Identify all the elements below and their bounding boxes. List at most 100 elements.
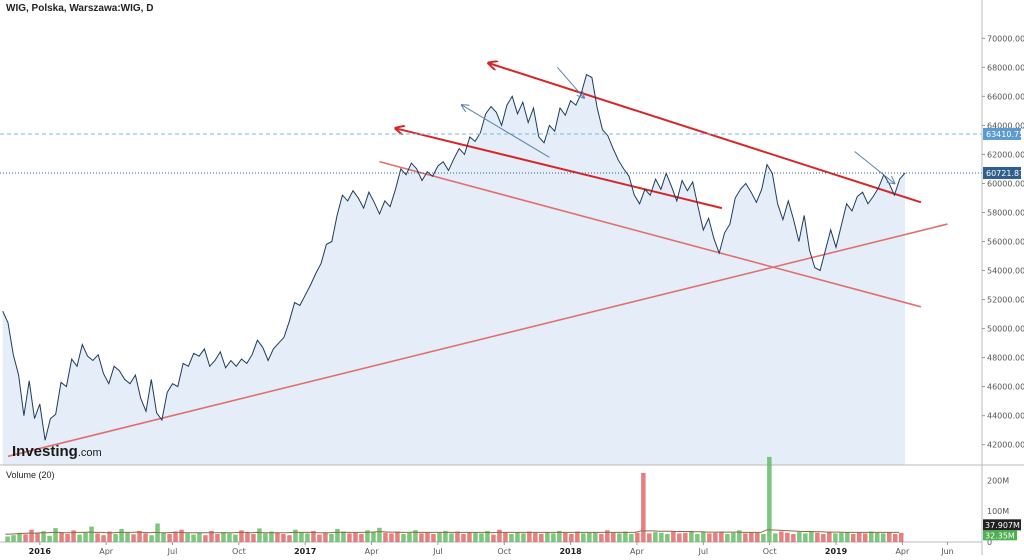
volume-bar	[275, 532, 280, 543]
volume-bar	[887, 532, 892, 542]
volume-bar	[17, 532, 22, 543]
volume-bar	[761, 534, 766, 542]
volume-bar	[593, 532, 598, 542]
volume-bar	[839, 532, 844, 543]
y-tick-label: 42000.00	[987, 441, 1024, 450]
y-tick-label: 54000.00	[987, 267, 1024, 276]
annotation-arrow-3	[854, 151, 895, 184]
volume-bar	[5, 536, 10, 542]
volume-bar	[629, 534, 634, 542]
price-badges: 63410.75 60721.87	[983, 127, 1024, 179]
volume-bar	[437, 532, 442, 543]
volume-bar	[713, 532, 718, 543]
volume-bar	[179, 529, 184, 542]
volume-bar	[707, 533, 712, 542]
volume-bar	[305, 533, 310, 542]
y-axis-ticks: 42000.00 44000.00 46000.00 48000.00 50000.00…	[982, 34, 1024, 450]
volume-bar	[395, 531, 400, 542]
volume-bar	[809, 530, 814, 542]
y-tick-label: 66000.00	[987, 92, 1024, 101]
volume-bar	[515, 532, 520, 542]
volume-bar	[113, 534, 118, 542]
x-tick-label: Apr	[365, 547, 380, 556]
volume-bar	[635, 532, 640, 543]
volume-bar	[371, 532, 376, 542]
volume-bar	[869, 531, 874, 542]
svg-text:Investing.com: Investing.com	[12, 443, 102, 460]
price-level-lines	[0, 133, 982, 174]
volume-ma-badge: 32.35M	[985, 531, 1015, 540]
x-tick-label: Apr	[99, 547, 114, 556]
y-tick-label: 58000.00	[987, 208, 1024, 217]
volume-bar	[623, 531, 628, 542]
volume-bar	[77, 534, 82, 542]
volume-bar	[221, 532, 226, 542]
volume-bar	[83, 532, 88, 543]
volume-bar	[311, 530, 316, 542]
volume-bar	[23, 534, 28, 542]
volume-bar	[59, 532, 64, 542]
volume-bar	[263, 533, 268, 542]
volume-bar	[521, 533, 526, 542]
y-tick-label: 48000.00	[987, 354, 1024, 363]
volume-bar	[455, 531, 460, 542]
volume-bar	[101, 535, 106, 542]
volume-bar	[749, 532, 754, 542]
volume-bar	[617, 533, 622, 542]
volume-bar	[443, 530, 448, 542]
y-tick-label: 56000.00	[987, 238, 1024, 247]
x-tick-label: Jul	[697, 547, 708, 556]
volume-bar	[473, 532, 478, 543]
volume-bar	[65, 534, 70, 542]
volume-bar	[689, 530, 694, 542]
volume-bar	[407, 532, 412, 543]
volume-bar	[587, 532, 592, 543]
trendline-3	[379, 160, 922, 308]
volume-bar	[137, 530, 142, 542]
volume-bar	[125, 532, 130, 543]
volume-bar	[797, 532, 802, 542]
volume-bar	[497, 529, 502, 542]
x-axis-ticks: 2016 Apr Jul Oct 2017 Apr Jul Oct 2018 Apr Jul Oct 2…	[29, 542, 954, 556]
volume-bar	[731, 532, 736, 543]
volume-bar	[893, 534, 898, 542]
annotation-arrows	[462, 67, 895, 183]
volume-bar	[329, 534, 334, 542]
volume-bar	[773, 533, 778, 542]
volume-bar	[425, 532, 430, 542]
volume-bar	[269, 531, 274, 542]
volume-bar	[251, 534, 256, 542]
volume-tick-label: 100M	[987, 507, 1009, 516]
volume-bar	[197, 532, 202, 543]
x-tick-label: Apr	[895, 547, 910, 556]
volume-bar	[785, 532, 790, 543]
volume-ma-line	[5, 529, 899, 535]
volume-bar	[899, 532, 904, 543]
x-tick-label: Jun	[940, 547, 954, 556]
volume-bar	[599, 534, 604, 542]
volume-bar	[149, 535, 154, 542]
volume-bar	[827, 531, 832, 542]
volume-bar	[551, 533, 556, 542]
volume-bar	[143, 533, 148, 542]
trendlines	[7, 63, 948, 458]
volume-bar	[791, 534, 796, 542]
x-tick-label: Jul	[167, 547, 178, 556]
volume-bar	[41, 531, 46, 542]
x-tick-label: Oct	[763, 547, 777, 556]
volume-bar	[683, 532, 688, 543]
volume-bar	[245, 532, 250, 543]
volume-bar	[161, 532, 166, 543]
volume-bar	[185, 533, 190, 542]
x-tick-label: 2018	[559, 547, 582, 556]
volume-ma-badge-bg	[983, 530, 1017, 541]
volume-bar	[671, 531, 676, 542]
volume-bar	[227, 533, 232, 542]
volume-bar	[833, 533, 838, 542]
volume-bar	[335, 529, 340, 542]
volume-bar	[659, 532, 664, 543]
price-line	[2, 73, 906, 441]
volume-bar	[755, 532, 760, 543]
volume-bar	[47, 535, 52, 542]
y-tick-label: 50000.00	[987, 325, 1024, 334]
